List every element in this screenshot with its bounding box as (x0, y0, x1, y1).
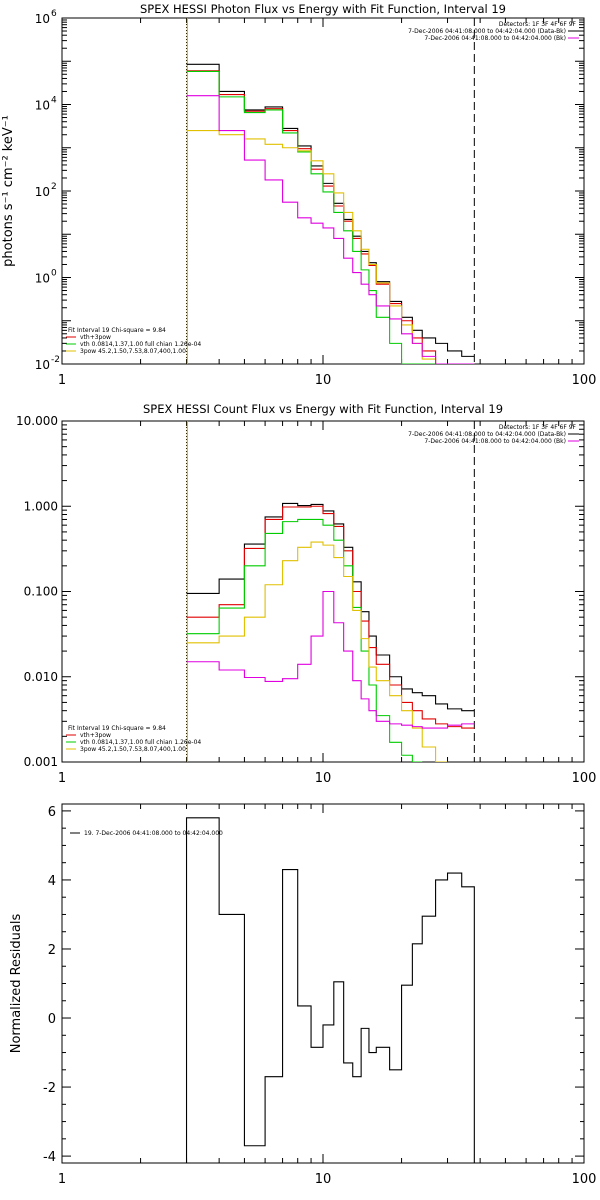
y-tick-label: 0.100 (24, 585, 58, 599)
legend-entry: vth+3pow (80, 334, 111, 341)
legend-entry: 19. 7-Dec-2006 04:41:08.000 to 04:42:04.… (84, 830, 223, 837)
y-tick-exponent: 4 (51, 96, 57, 106)
x-tick-label: 10 (315, 771, 332, 786)
legend-entry: 7-Dec-2006 04:41:08.000 to 04:42:04.000 … (408, 431, 566, 438)
y-tick-exponent: 6 (51, 9, 57, 19)
x-tick-label: 1 (58, 373, 66, 388)
y-tick-label: -2 (43, 1081, 56, 1096)
legend-entry: Fit Interval 19 Chi-square = 9.84 (68, 725, 166, 732)
y-tick-exponent: -2 (51, 355, 60, 365)
x-tick-label: 100 (572, 1172, 597, 1187)
y-tick-label: 2 (48, 943, 56, 958)
legend-entry: 7-Dec-2006 04:41:08.000 to 04:42:04.000 … (408, 28, 566, 35)
y-tick-label: 10 (35, 99, 50, 113)
y-tick-base: 10 (35, 185, 50, 199)
plot-frame (61, 803, 585, 1164)
y-tick-label: 0.010 (24, 670, 58, 684)
y-tick-exponent: 2 (51, 182, 57, 192)
chart-panel-2: SPEX HESSI Count Flux vs Energy with Fit… (16, 402, 596, 786)
x-tick-label: 10 (315, 373, 332, 388)
series-line-1 (185, 817, 475, 1163)
y-tick-label: 4 (48, 874, 56, 889)
legend-entry: Detectors: 1F 3F 4F 6F 9F (499, 424, 577, 431)
legend-entry: Fit Interval 19 Chi-square = 9.84 (68, 327, 166, 334)
legend-entry: 3pow 45.2,1.50,7.53,8.07,400,1.00 (80, 348, 186, 355)
y-tick-label: 0.001 (24, 755, 58, 769)
x-tick-label: 1 (58, 1172, 66, 1187)
y-tick-label: 10 (35, 12, 50, 26)
chart-panel-1: SPEX HESSI Photon Flux vs Energy with Fi… (1, 2, 596, 388)
y-tick-label: 0 (48, 1012, 56, 1027)
legend-entry: vth 0.0814,1.37,1.00 full chian 1.26e-04 (80, 739, 201, 746)
y-tick-label: 10 (35, 185, 50, 199)
legend-entry: vth+3pow (80, 732, 111, 739)
series-line-5 (186, 590, 475, 729)
y-axis-label: Normalized Residuals (9, 914, 24, 1054)
y-tick-base: 10 (35, 272, 50, 286)
series-line-3 (186, 518, 423, 762)
y-tick-label: 6 (48, 805, 56, 820)
legend-entry: 7-Dec-2006 04:41:08.000 to 04:42:04.000 … (424, 35, 566, 42)
x-tick-label: 100 (572, 373, 597, 388)
y-axis-label: photons s⁻¹ cm⁻² keV⁻¹ (1, 115, 16, 267)
series-line-4 (186, 129, 475, 364)
x-tick-label: 1 (58, 771, 66, 786)
x-tick-label: 10 (315, 1172, 332, 1187)
series-line-2 (186, 70, 475, 364)
chart-panel-3: 1 10 100 -4 -2 0 2 4 6 Normalized Residuals 19. 7-… (9, 803, 597, 1187)
chart-title: SPEX HESSI Count Flux vs Energy with Fit… (143, 402, 503, 416)
y-tick-label: 10.000 (16, 414, 58, 428)
series-line-1 (186, 63, 475, 357)
x-tick-label: 100 (572, 771, 597, 786)
y-tick-exponent: 0 (51, 269, 57, 279)
y-tick-label: 1.000 (24, 499, 58, 513)
series-line-5 (186, 95, 475, 364)
y-tick-label: 10 (35, 358, 50, 372)
legend-entry: 3pow 45.2,1.50,7.53,8.07,400,1.00 (80, 746, 186, 753)
legend-entry: Detectors: 1F 3F 4F 6F 9F (499, 21, 577, 28)
chart-title: SPEX HESSI Photon Flux vs Energy with Fi… (140, 2, 506, 16)
y-tick-base: 10 (35, 12, 50, 26)
y-tick-base: 10 (35, 358, 50, 372)
series-line-3 (186, 70, 475, 364)
legend-entry: 7-Dec-2006 04:41:08.000 to 04:42:04.000 … (424, 438, 566, 445)
y-tick-label: -4 (43, 1150, 56, 1165)
series-line-4 (186, 541, 448, 762)
legend-entry: vth 0.0814,1.37,1.00 full chian 1.26e-04 (80, 341, 201, 348)
y-tick-label: 10 (35, 272, 50, 286)
series-line-1 (186, 502, 475, 712)
series-line-2 (186, 505, 475, 729)
y-tick-base: 10 (35, 99, 50, 113)
